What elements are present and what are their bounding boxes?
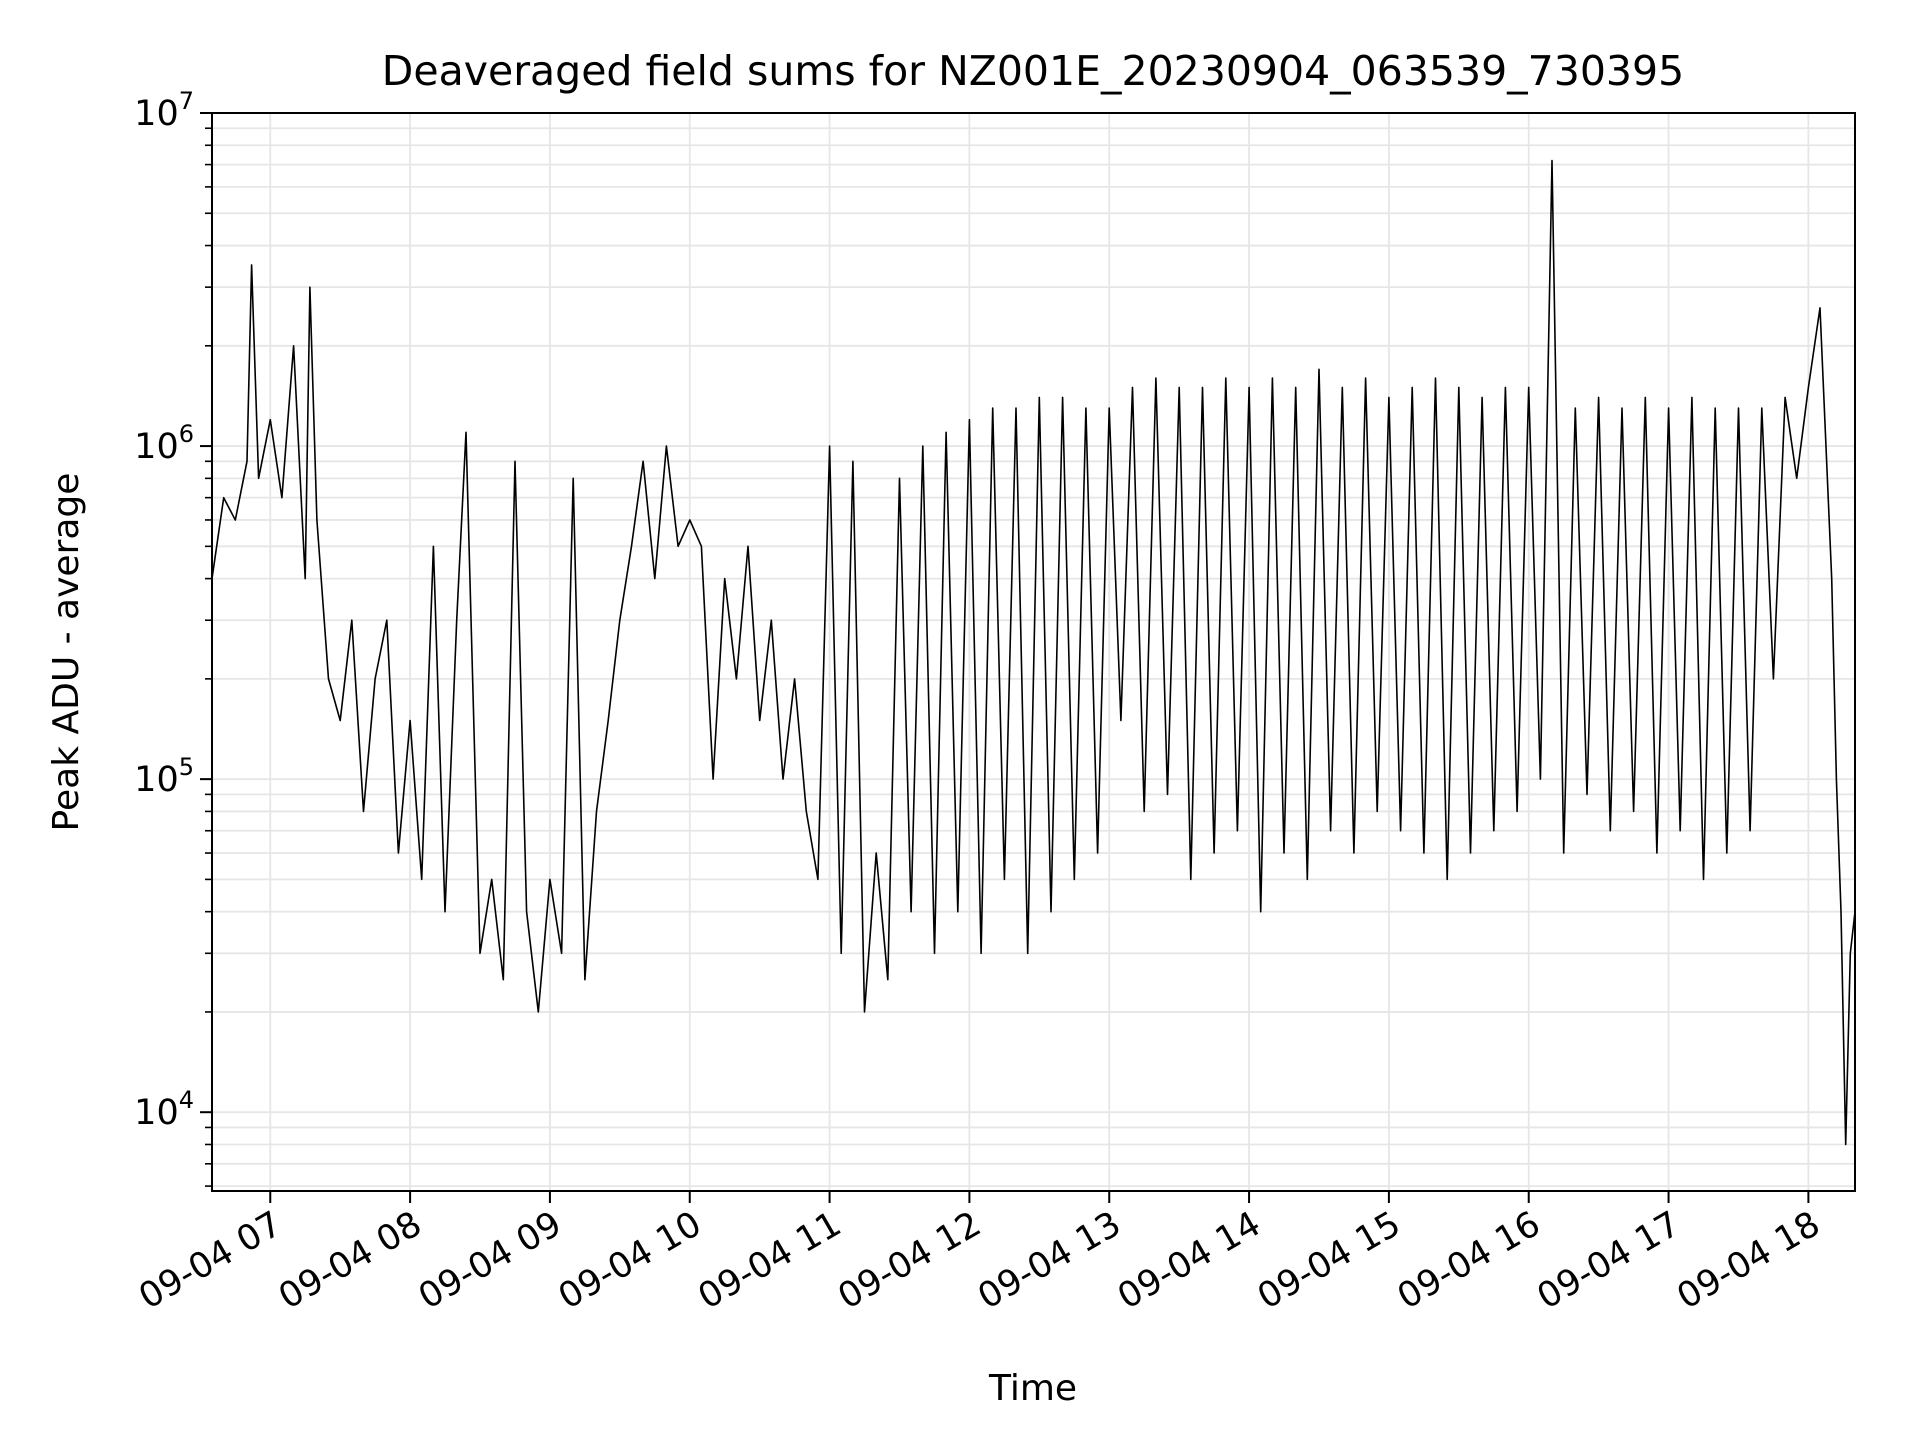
y-tick-exponent: 5 [179,753,194,781]
grid [212,112,1855,1191]
series-line [211,159,1856,1146]
y-tick-base: 10 [134,760,179,800]
series-layer [211,159,1856,1146]
y-tick-exponent: 4 [179,1086,194,1114]
y-tick-label: 105 [134,753,194,800]
y-tick-label: 106 [134,420,194,467]
y-tick-exponent: 7 [179,87,194,115]
y-tick-label: 107 [134,87,194,134]
y-tick-base: 10 [134,94,179,134]
chart-title: Deaveraged field sums for NZ001E_2023090… [382,47,1684,95]
y-axis-label: Peak ADU - average [46,473,87,832]
y-tick-base: 10 [134,427,179,467]
x-axis-label: Time [988,1368,1077,1409]
y-tick-exponent: 6 [179,420,194,448]
y-tick-base: 10 [134,1093,179,1133]
plot-frame [211,112,1856,1192]
y-tick-label: 104 [134,1086,194,1133]
